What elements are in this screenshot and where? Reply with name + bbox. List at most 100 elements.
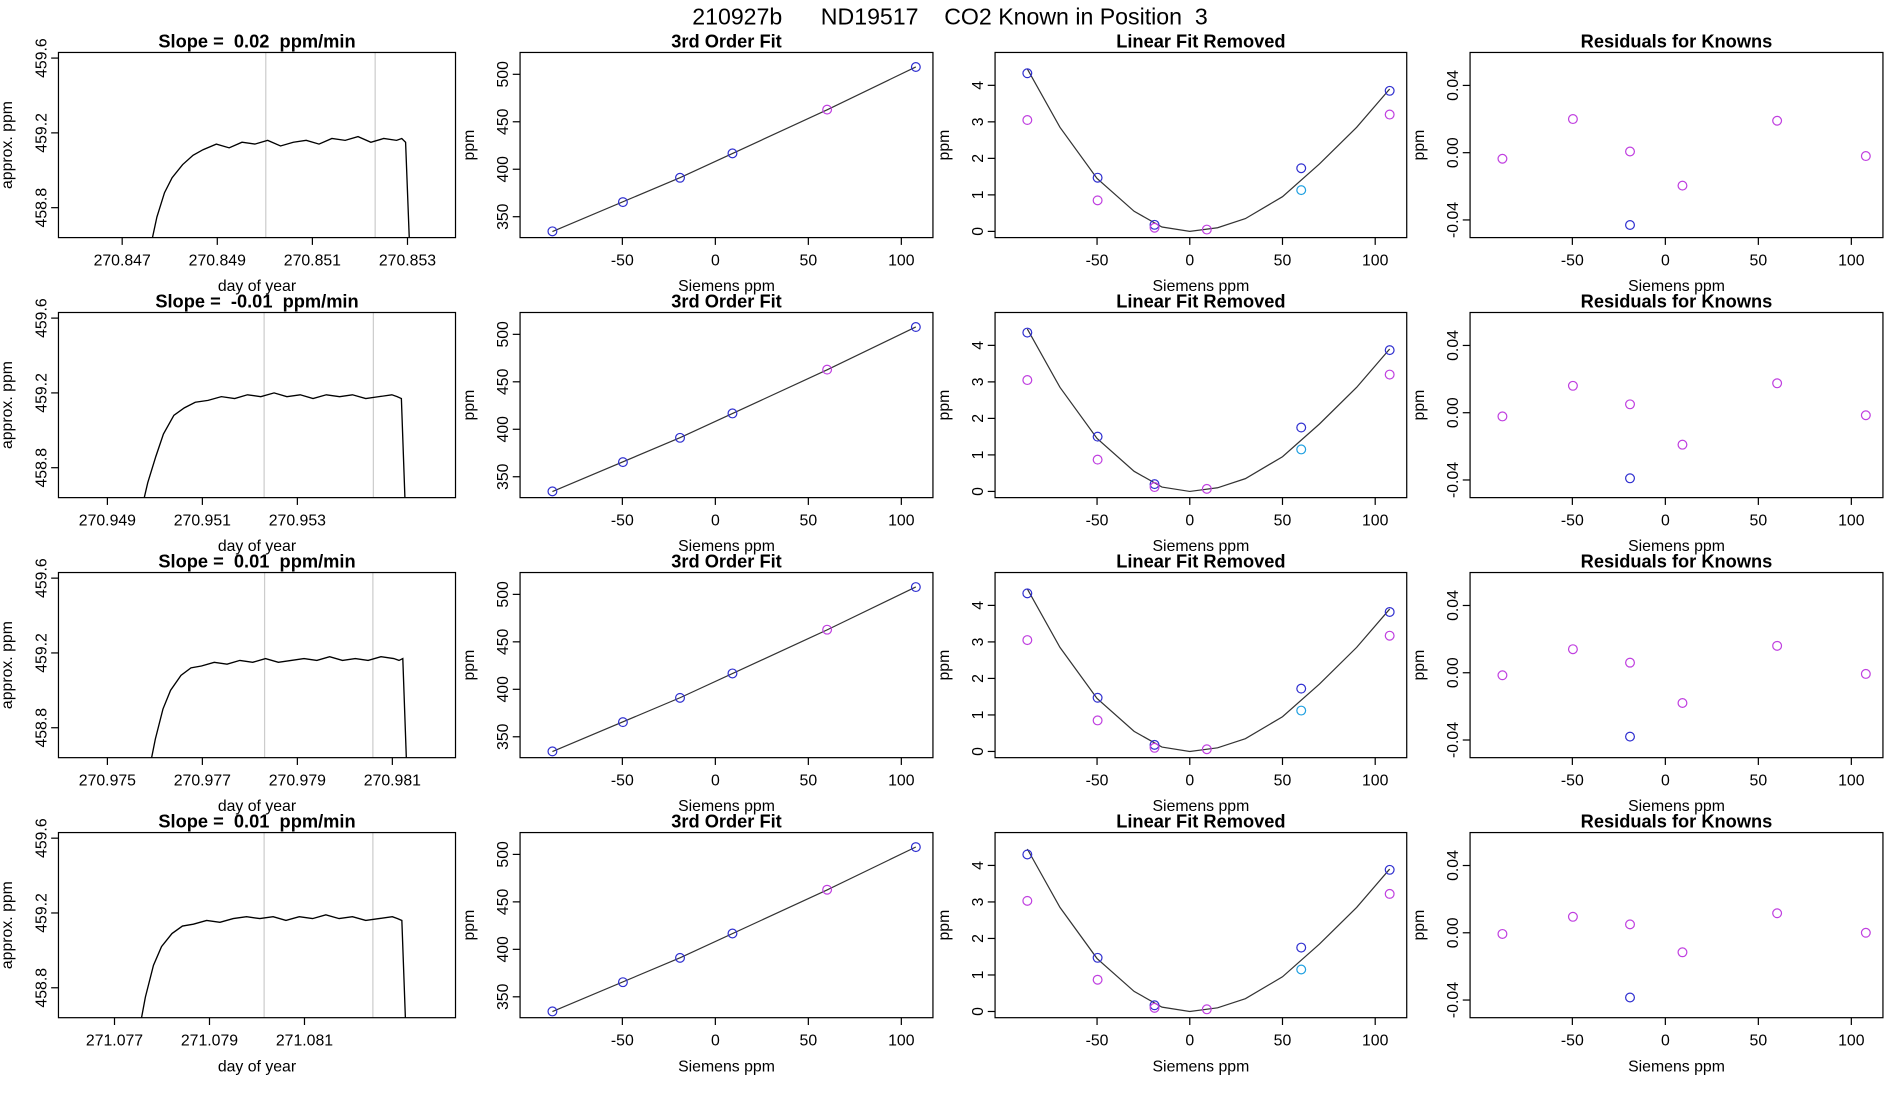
y-tick-label: -0.04 — [1445, 202, 1462, 238]
plot-frame — [57, 571, 457, 759]
x-tick-label: 100 — [888, 773, 915, 790]
plot-area — [547, 842, 921, 1017]
plot-area — [547, 322, 921, 497]
panel: 3rd Order Fit Siemens ppm ppm -50 0 50 100 350 4… — [461, 811, 934, 1075]
y-tick-label: 450 — [495, 108, 512, 135]
data-point — [675, 172, 686, 183]
y-tick-label: -0.04 — [1445, 982, 1462, 1018]
data-point — [675, 952, 686, 963]
data-point — [822, 884, 833, 895]
y-axis-label: approx. ppm — [0, 361, 16, 449]
y-axis-label: ppm — [461, 390, 478, 421]
x-tick-label: 100 — [888, 253, 915, 270]
data-point — [1497, 928, 1508, 939]
x-tick-label: 50 — [1274, 1033, 1292, 1050]
data-point — [547, 746, 558, 757]
plot-frame — [519, 51, 934, 239]
data-point — [1022, 588, 1033, 599]
x-axis-label: Siemens ppm — [678, 278, 775, 295]
data-point — [1384, 85, 1395, 96]
x-axis-label: Siemens ppm — [1153, 798, 1250, 815]
y-tick-label: 1 — [970, 970, 987, 979]
x-tick-label: 50 — [1750, 1033, 1768, 1050]
y-tick-label: 0 — [970, 487, 987, 496]
data-point — [1860, 927, 1871, 938]
data-point — [1625, 219, 1636, 230]
plot-area — [1022, 68, 1395, 235]
x-tick-label: 0 — [1185, 513, 1194, 530]
data-point — [822, 104, 833, 115]
panel: Residuals for Knowns Siemens ppm ppm -50 0 50… — [1411, 551, 1884, 815]
x-tick-label: 0 — [1661, 1033, 1670, 1050]
plot-frame — [1469, 571, 1884, 759]
y-tick-label: 4 — [970, 341, 987, 350]
y-axis-label: approx. ppm — [0, 101, 16, 189]
panel: Residuals for Knowns Siemens ppm ppm -50 0 50… — [1411, 31, 1884, 295]
data-point — [1022, 115, 1033, 126]
data-point — [1384, 369, 1395, 380]
y-axis-label: ppm — [936, 910, 953, 941]
x-tick-label: 50 — [1274, 253, 1292, 270]
data-point — [675, 692, 686, 703]
data-point — [617, 717, 628, 728]
y-tick-label: 0.04 — [1445, 330, 1462, 361]
x-tick-label: 0 — [1661, 773, 1670, 790]
x-axis-label: Siemens ppm — [1628, 798, 1725, 815]
x-axis-label: Siemens ppm — [1628, 1058, 1725, 1075]
x-tick-label: 0 — [711, 253, 720, 270]
x-tick-label: 0 — [711, 1033, 720, 1050]
fit-line — [1026, 68, 1391, 232]
data-point — [1092, 692, 1103, 703]
x-axis-label: Siemens ppm — [1153, 538, 1250, 555]
x-tick-label: 270.981 — [364, 773, 421, 790]
panel-title: Slope = -0.01 ppm/min — [155, 291, 358, 312]
panel-title: Slope = 0.01 ppm/min — [158, 811, 355, 832]
y-tick-label: 400 — [495, 156, 512, 183]
data-point — [617, 977, 628, 988]
x-tick-label: 0 — [1185, 1033, 1194, 1050]
plot-area — [150, 572, 407, 758]
data-point — [1772, 908, 1783, 919]
y-tick-label: 4 — [970, 601, 987, 610]
data-line — [151, 135, 410, 238]
y-tick-label: 400 — [495, 676, 512, 703]
y-tick-label: 0 — [970, 227, 987, 236]
y-tick-label: 0.00 — [1445, 917, 1462, 948]
plot-area — [1497, 378, 1871, 484]
panel: 3rd Order Fit Siemens ppm ppm -50 0 50 100 350 4… — [461, 31, 934, 295]
data-point — [1860, 668, 1871, 679]
data-point — [1296, 422, 1307, 433]
x-tick-label: 0 — [1661, 513, 1670, 530]
plot-frame — [519, 311, 934, 499]
data-point — [1677, 439, 1688, 450]
data-point — [727, 928, 738, 939]
x-tick-label: 270.849 — [189, 253, 246, 270]
x-tick-label: 270.979 — [269, 773, 326, 790]
fit-line — [1026, 588, 1391, 753]
y-tick-label: 500 — [495, 61, 512, 88]
data-point — [1677, 698, 1688, 709]
x-tick-label: 271.081 — [276, 1033, 333, 1050]
x-tick-label: -50 — [611, 1033, 634, 1050]
x-tick-label: 100 — [888, 513, 915, 530]
y-tick-label: 0.00 — [1445, 397, 1462, 428]
plot-frame — [994, 831, 1408, 1019]
figure-title: 210927b ND19517 CO2 Known in Position 3 — [692, 3, 1208, 29]
plot-frame — [57, 311, 457, 499]
panel: Slope = -0.01 ppm/min day of year approx. … — [0, 291, 457, 555]
data-point — [1022, 849, 1033, 860]
y-tick-label: 2 — [970, 414, 987, 423]
data-point — [1092, 952, 1103, 963]
y-tick-label: 500 — [495, 841, 512, 868]
data-point — [1092, 172, 1103, 183]
data-point — [547, 486, 558, 497]
data-point — [1625, 146, 1636, 157]
panel-title: 3rd Order Fit — [671, 551, 782, 572]
y-tick-label: 459.2 — [33, 373, 50, 413]
data-point — [1677, 180, 1688, 191]
y-axis-label: ppm — [1411, 390, 1428, 421]
data-point — [1092, 974, 1103, 985]
